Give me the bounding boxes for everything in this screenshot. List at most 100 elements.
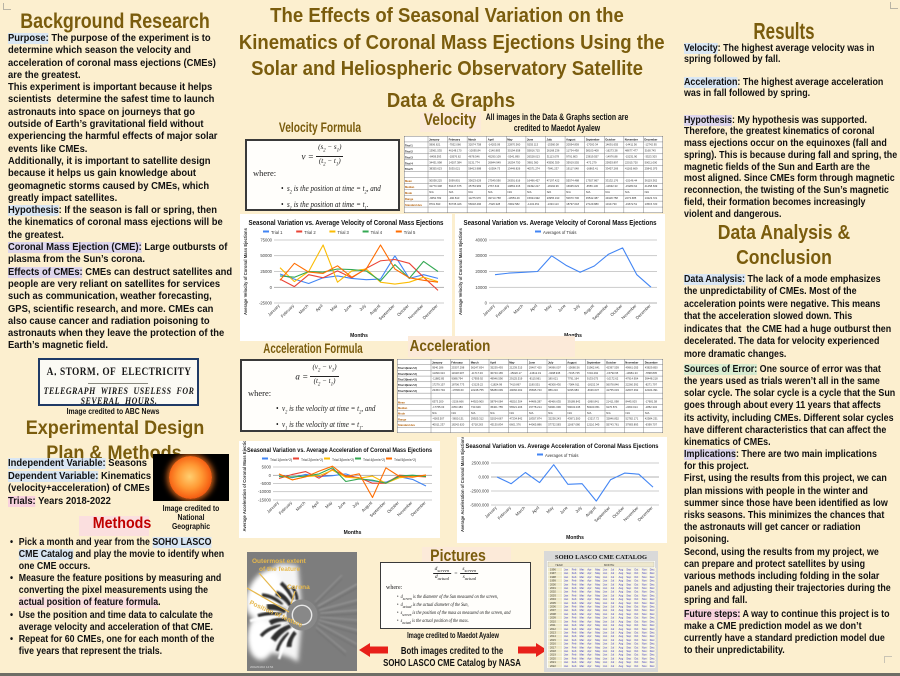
svg-text:Apr: Apr bbox=[587, 623, 591, 627]
svg-text:23819.557: 23819.557 bbox=[586, 155, 599, 159]
svg-text:Jun: Jun bbox=[603, 590, 608, 594]
svg-text:5906.621: 5906.621 bbox=[429, 143, 441, 147]
svg-text:Mean: Mean bbox=[398, 400, 405, 404]
svg-text:Feb: Feb bbox=[572, 649, 577, 653]
svg-text:49946.590: 49946.590 bbox=[490, 377, 503, 381]
svg-text:Apr: Apr bbox=[587, 612, 591, 616]
svg-text:Apr: Apr bbox=[587, 638, 591, 642]
svg-text:2022: 2022 bbox=[550, 664, 556, 668]
svg-text:Nov: Nov bbox=[642, 601, 647, 605]
svg-text:Oct: Oct bbox=[634, 579, 638, 583]
svg-text:May: May bbox=[595, 575, 601, 579]
svg-text:Jan: Jan bbox=[564, 586, 569, 590]
svg-text:Feb: Feb bbox=[572, 660, 577, 664]
svg-text:42324.391: 42324.391 bbox=[645, 388, 658, 392]
svg-text:Feb: Feb bbox=[572, 653, 577, 657]
svg-text:Nov: Nov bbox=[642, 586, 647, 590]
svg-text:-18194.96: -18194.96 bbox=[547, 184, 560, 188]
svg-text:-16273.38: -16273.38 bbox=[605, 149, 618, 153]
svg-text:Feb: Feb bbox=[572, 656, 577, 660]
svg-text:November: November bbox=[625, 138, 638, 142]
svg-text:9088.794: 9088.794 bbox=[452, 377, 464, 381]
svg-text:N/A: N/A bbox=[587, 411, 592, 415]
svg-text:9540.286: 9540.286 bbox=[432, 365, 444, 369]
svg-text:Jun: Jun bbox=[603, 593, 608, 597]
svg-text:-10632.33: -10632.33 bbox=[605, 184, 618, 188]
svg-text:N/A: N/A bbox=[529, 411, 534, 415]
svg-text:N/A: N/A bbox=[566, 190, 571, 194]
svg-text:2014: 2014 bbox=[550, 634, 556, 638]
svg-text:Jan: Jan bbox=[564, 601, 569, 605]
svg-text:Sep: Sep bbox=[626, 593, 631, 597]
svg-text:40000: 40000 bbox=[475, 238, 487, 243]
svg-text:-13553.49: -13553.49 bbox=[508, 196, 521, 200]
svg-text:Mar: Mar bbox=[580, 619, 585, 623]
svg-text:Apr: Apr bbox=[587, 571, 591, 575]
svg-text:Mar: Mar bbox=[580, 616, 585, 620]
svg-text:35695.743: 35695.743 bbox=[529, 388, 542, 392]
svg-text:Mar: Mar bbox=[580, 612, 585, 616]
svg-text:-5541.890: -5541.890 bbox=[508, 155, 521, 159]
svg-text:Oct: Oct bbox=[634, 619, 638, 623]
svg-text:Feb: Feb bbox=[572, 642, 577, 646]
svg-text:4678.546: 4678.546 bbox=[468, 155, 480, 159]
svg-text:Feb: Feb bbox=[572, 664, 577, 668]
svg-text:Apr: Apr bbox=[587, 649, 591, 653]
svg-text:Sep: Sep bbox=[626, 660, 631, 664]
svg-text:Jul: Jul bbox=[611, 619, 615, 623]
svg-text:-25000: -25000 bbox=[259, 301, 273, 306]
svg-text:-14205.09: -14205.09 bbox=[488, 143, 501, 147]
svg-text:Oct: Oct bbox=[634, 634, 638, 638]
svg-text:34431.998: 34431.998 bbox=[429, 161, 442, 165]
svg-text:Trial 1(km/s^2): Trial 1(km/s^2) bbox=[398, 366, 417, 370]
svg-text:May: May bbox=[324, 500, 334, 510]
svg-text:Nov: Nov bbox=[642, 590, 647, 594]
svg-text:Jul: Jul bbox=[611, 601, 615, 605]
svg-text:11667.080: 11667.080 bbox=[568, 422, 581, 426]
svg-text:-5718.263: -5718.263 bbox=[471, 422, 484, 426]
svg-text:Sep: Sep bbox=[626, 619, 631, 623]
svg-text:45290.109: 45290.109 bbox=[488, 155, 501, 159]
svg-text:Oct: Oct bbox=[634, 605, 638, 609]
svg-text:Feb: Feb bbox=[572, 619, 577, 623]
svg-text:Mar: Mar bbox=[580, 634, 585, 638]
svg-text:Jan: Jan bbox=[564, 638, 569, 642]
svg-text:Jul: Jul bbox=[611, 623, 615, 627]
svg-text:Oct: Oct bbox=[634, 608, 638, 612]
svg-text:16496.427: 16496.427 bbox=[527, 178, 540, 182]
svg-text:Median: Median bbox=[405, 185, 415, 189]
svg-text:-10576.62: -10576.62 bbox=[449, 155, 462, 159]
svg-text:N/A: N/A bbox=[527, 190, 532, 194]
svg-text:July: July bbox=[358, 303, 367, 312]
svg-text:Range: Range bbox=[398, 417, 407, 421]
svg-text:75000: 75000 bbox=[260, 238, 272, 243]
svg-text:Jun: Jun bbox=[603, 660, 608, 664]
svg-text:Apr: Apr bbox=[587, 627, 591, 631]
svg-text:26391.616: 26391.616 bbox=[508, 178, 521, 182]
svg-text:-472.279: -472.279 bbox=[586, 161, 597, 165]
svg-text:Dec: Dec bbox=[650, 601, 655, 605]
svg-text:MONTH: MONTH bbox=[604, 563, 614, 567]
svg-text:N/A: N/A bbox=[606, 411, 611, 415]
svg-text:Jul: Jul bbox=[611, 634, 615, 638]
svg-text:Sep: Sep bbox=[626, 590, 631, 594]
svg-text:Apr: Apr bbox=[587, 605, 591, 609]
svg-text:Aug: Aug bbox=[619, 631, 624, 635]
svg-text:29407.420: 29407.420 bbox=[529, 365, 542, 369]
svg-text:Oct: Oct bbox=[634, 568, 638, 572]
svg-text:N/A: N/A bbox=[429, 190, 434, 194]
svg-text:Dec: Dec bbox=[650, 616, 655, 620]
svg-text:Jan: Jan bbox=[564, 605, 569, 609]
svg-text:48677.477: 48677.477 bbox=[625, 149, 638, 153]
svg-text:-15000: -15000 bbox=[258, 498, 272, 503]
svg-text:November: November bbox=[625, 360, 638, 364]
svg-text:-15793.95: -15793.95 bbox=[606, 371, 619, 375]
svg-text:Apr: Apr bbox=[587, 568, 591, 572]
svg-text:July: July bbox=[548, 360, 554, 364]
svg-text:1997: 1997 bbox=[550, 571, 556, 575]
svg-text:March: March bbox=[468, 138, 476, 142]
svg-text:23955.193: 23955.193 bbox=[547, 196, 560, 200]
svg-text:December: December bbox=[644, 138, 657, 142]
svg-text:-15020.17: -15020.17 bbox=[510, 371, 523, 375]
svg-text:Aug: Aug bbox=[619, 597, 624, 601]
